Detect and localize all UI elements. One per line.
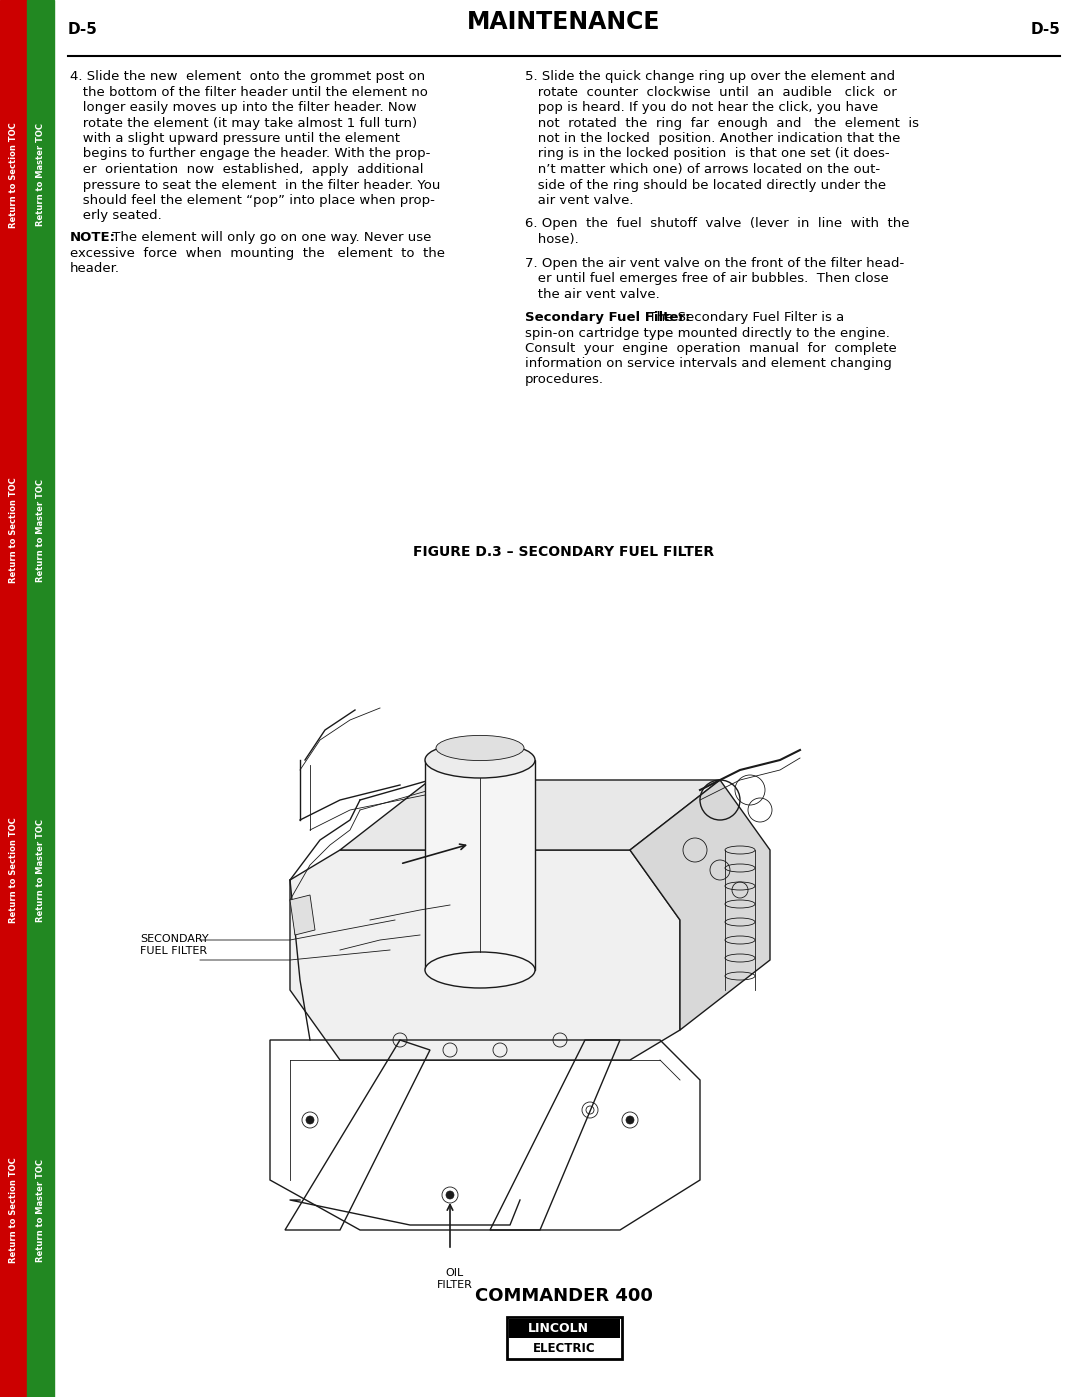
Text: begins to further engage the header. With the prop-: begins to further engage the header. Wit… [70, 148, 430, 161]
Text: information on service intervals and element changing: information on service intervals and ele… [525, 358, 892, 370]
Circle shape [626, 1116, 634, 1125]
Circle shape [306, 1116, 314, 1125]
Text: D-5: D-5 [68, 22, 98, 36]
Text: longer easily moves up into the filter header. Now: longer easily moves up into the filter h… [70, 101, 417, 115]
Circle shape [446, 1192, 454, 1199]
Text: OIL
FILTER: OIL FILTER [437, 1268, 473, 1289]
Ellipse shape [426, 951, 535, 988]
Text: hose).: hose). [525, 233, 579, 246]
Text: rotate the element (it may take almost 1 full turn): rotate the element (it may take almost 1… [70, 116, 417, 130]
Text: spin-on cartridge type mounted directly to the engine.: spin-on cartridge type mounted directly … [525, 327, 890, 339]
Text: Return to Master TOC: Return to Master TOC [36, 819, 45, 922]
Text: header.: header. [70, 263, 120, 275]
Ellipse shape [426, 742, 535, 778]
Text: the air vent valve.: the air vent valve. [525, 288, 660, 300]
Bar [509, 1319, 620, 1338]
Bar [0, 0, 27, 1397]
Text: D-5: D-5 [1030, 22, 1059, 36]
Ellipse shape [436, 735, 524, 760]
Text: 6. Open  the  fuel  shutoff  valve  (lever  in  line  with  the: 6. Open the fuel shutoff valve (lever in… [525, 218, 909, 231]
Text: 4. Slide the new  element  onto the grommet post on: 4. Slide the new element onto the gromme… [70, 70, 426, 82]
Bar [507, 1317, 621, 1359]
Text: Return to Section TOC: Return to Section TOC [9, 1157, 18, 1263]
Text: FIGURE D.3 – SECONDARY FUEL FILTER: FIGURE D.3 – SECONDARY FUEL FILTER [414, 545, 715, 559]
Polygon shape [630, 780, 770, 1030]
Text: ELECTRIC: ELECTRIC [532, 1343, 595, 1355]
Text: LINCOLN: LINCOLN [527, 1322, 589, 1336]
Text: Return to Master TOC: Return to Master TOC [36, 1158, 45, 1261]
Polygon shape [340, 780, 720, 849]
Text: side of the ring should be located directly under the: side of the ring should be located direc… [525, 179, 886, 191]
Text: er until fuel emerges free of air bubbles.  Then close: er until fuel emerges free of air bubble… [525, 272, 889, 285]
Text: 5. Slide the quick change ring up over the element and: 5. Slide the quick change ring up over t… [525, 70, 895, 82]
Text: Consult  your  engine  operation  manual  for  complete: Consult your engine operation manual for… [525, 342, 896, 355]
Text: rotate  counter  clockwise  until  an  audible   click  or: rotate counter clockwise until an audibl… [525, 85, 896, 99]
Text: SECONDARY
FUEL FILTER: SECONDARY FUEL FILTER [140, 935, 208, 956]
Text: er  orientation  now  established,  apply  additional: er orientation now established, apply ad… [70, 163, 423, 176]
Text: 7. Open the air vent valve on the front of the filter head-: 7. Open the air vent valve on the front … [525, 257, 904, 270]
Text: Return to Section TOC: Return to Section TOC [9, 478, 18, 583]
Text: Return to Master TOC: Return to Master TOC [36, 479, 45, 581]
Text: procedures.: procedures. [525, 373, 604, 386]
Polygon shape [291, 849, 680, 1060]
Text: Return to Section TOC: Return to Section TOC [9, 122, 18, 228]
Polygon shape [426, 760, 535, 970]
Text: ®: ® [600, 1322, 608, 1327]
Text: air vent valve.: air vent valve. [525, 194, 634, 207]
Text: NOTE:: NOTE: [70, 231, 116, 244]
Text: not  rotated  the  ring  far  enough  and   the  element  is: not rotated the ring far enough and the … [525, 116, 919, 130]
Text: MAINTENANCE: MAINTENANCE [468, 10, 661, 34]
Text: pressure to seat the element  in the filter header. You: pressure to seat the element in the filt… [70, 179, 441, 191]
Polygon shape [291, 895, 315, 935]
Text: COMMANDER 400: COMMANDER 400 [475, 1287, 653, 1305]
Text: The element will only go on one way. Never use: The element will only go on one way. Nev… [108, 231, 431, 244]
Text: Secondary Fuel Filter:: Secondary Fuel Filter: [525, 312, 690, 324]
Text: should feel the element “pop” into place when prop-: should feel the element “pop” into place… [70, 194, 435, 207]
Text: pop is heard. If you do not hear the click, you have: pop is heard. If you do not hear the cli… [525, 101, 878, 115]
Text: with a slight upward pressure until the element: with a slight upward pressure until the … [70, 131, 400, 145]
Text: ring is in the locked position  is that one set (it does-: ring is in the locked position is that o… [525, 148, 890, 161]
Text: excessive  force  when  mounting  the   element  to  the: excessive force when mounting the elemen… [70, 246, 445, 260]
Text: erly seated.: erly seated. [70, 210, 162, 222]
Text: Return to Section TOC: Return to Section TOC [9, 817, 18, 923]
Text: the bottom of the filter header until the element no: the bottom of the filter header until th… [70, 85, 428, 99]
Text: Return to Master TOC: Return to Master TOC [36, 123, 45, 226]
Text: n’t matter which one) of arrows located on the out-: n’t matter which one) of arrows located … [525, 163, 880, 176]
Bar [27, 0, 54, 1397]
Text: The Secondary Fuel Filter is a: The Secondary Fuel Filter is a [640, 312, 845, 324]
Text: not in the locked  position. Another indication that the: not in the locked position. Another indi… [525, 131, 901, 145]
